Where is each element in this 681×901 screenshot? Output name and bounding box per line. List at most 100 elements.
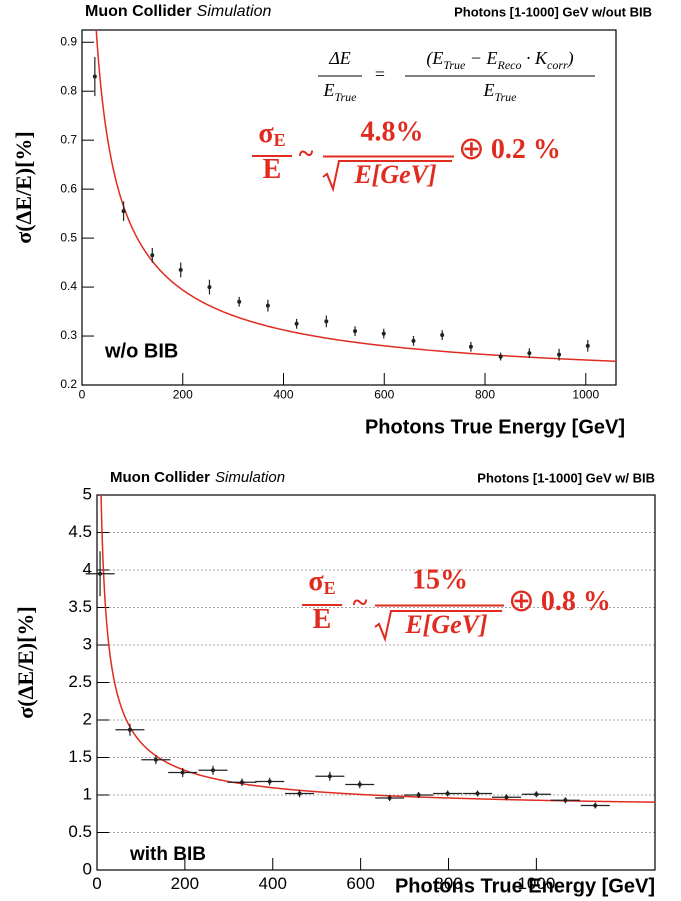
fit-curve (100, 495, 655, 803)
formula-relation: ~ (299, 138, 314, 169)
data-point (585, 343, 590, 348)
experiment: Muon Collider (110, 469, 210, 486)
text-segment: σ (258, 118, 274, 149)
sample-label: Photons [1-1000] GeV w/ BIB (477, 470, 655, 485)
text-segment: E (274, 130, 286, 150)
data-point (498, 354, 503, 359)
y-tick-label: 0.7 (60, 132, 77, 146)
status: Simulation (215, 469, 285, 486)
y-tick-label: 4.5 (68, 522, 92, 541)
formula-stochastic: 15% (412, 564, 468, 595)
x-tick-label: 200 (173, 387, 193, 401)
data-point (557, 352, 562, 357)
status: Simulation (197, 3, 272, 20)
plot-frame (81, 29, 617, 386)
x-tick-label: 600 (346, 874, 374, 893)
text-segment: E (263, 154, 282, 185)
formula-constant-value: 0.2 % (491, 134, 561, 165)
formula-lhs-numerator: σE (308, 566, 335, 598)
y-tick-label: 1 (83, 784, 92, 803)
data-point (207, 285, 212, 290)
x-axis-title: Photons True Energy [GeV] (365, 416, 625, 438)
y-tick-label: 0.5 (68, 822, 92, 841)
data-point (153, 757, 158, 762)
text-segment: − E (465, 48, 497, 68)
header: Muon Collider Simulation (110, 469, 285, 486)
y-tick-label: 0.3 (60, 328, 77, 342)
sqrt-sign (322, 160, 452, 193)
formula-stochastic: 4.8% (361, 116, 424, 147)
header: Muon Collider Simulation (85, 3, 271, 20)
data-point (504, 795, 509, 800)
x-tick-label: 400 (259, 874, 287, 893)
plot-frame (96, 494, 656, 871)
data-point (327, 774, 332, 779)
x-tick-label: 1000 (517, 874, 555, 893)
x-tick-label: 0 (79, 387, 86, 401)
text-segment: True (334, 90, 357, 104)
x-tick-label: 600 (374, 387, 394, 401)
formula-relation: ~ (353, 587, 368, 618)
data-point (324, 319, 329, 324)
annotation: w/o BIB (104, 340, 178, 362)
text-segment: σ (308, 566, 324, 597)
data-point (534, 792, 539, 797)
data-point (563, 798, 568, 803)
y-tick-label: 2 (83, 709, 92, 728)
definition-relation: = (375, 64, 385, 84)
data-point (445, 791, 450, 796)
y-tick-label: 3 (83, 634, 92, 653)
x-tick-label: 400 (273, 387, 293, 401)
data-point (357, 782, 362, 787)
data-point (210, 768, 215, 773)
x-tick-label: 0 (92, 874, 101, 893)
formula-lhs-numerator: σE (258, 118, 285, 150)
data-point (98, 571, 103, 576)
annotation: with BIB (129, 844, 206, 865)
data-point (416, 793, 421, 797)
text-segment: Reco (497, 58, 522, 72)
formula-sqrt-argument: E[GeV] (353, 160, 436, 189)
data-point (237, 299, 242, 304)
text-segment: True (494, 90, 517, 104)
y-tick-label: 5 (83, 484, 92, 503)
y-tick-label: 0.8 (60, 83, 77, 97)
sample-label: Photons [1-1000] GeV w/out BIB (454, 4, 652, 19)
text-segment: E (482, 80, 494, 100)
text-segment: E (313, 604, 332, 635)
data-point (92, 74, 97, 79)
text-segment: True (443, 58, 466, 72)
data-point (180, 770, 185, 775)
data-point (475, 791, 480, 796)
data-point (411, 338, 416, 343)
fit-curve (95, 30, 616, 363)
sqrt-sign (374, 610, 502, 643)
y-tick-label: 3.5 (68, 597, 92, 616)
y-tick-label: 1.5 (68, 747, 92, 766)
x-axis-title: Photons True Energy [GeV] (395, 875, 655, 897)
formula-combine: ⊕ (458, 130, 485, 166)
x-tick-label: 1000 (572, 387, 599, 401)
formula-combine: ⊕ (508, 582, 535, 618)
definition-rhs-denominator: ETrue (482, 80, 517, 104)
y-tick-label: 2.5 (68, 672, 92, 691)
y-tick-label: 0.2 (60, 377, 77, 391)
y-tick-label: 0.6 (60, 181, 77, 195)
data-point (267, 779, 272, 784)
data-point (387, 796, 392, 800)
data-point (178, 267, 183, 272)
text-segment: ) (567, 48, 574, 69)
y-tick-label: 0.5 (60, 230, 77, 244)
formula-constant: ⊕ 0.2 % (458, 130, 561, 166)
data-point (265, 303, 270, 308)
text-segment: E (324, 578, 336, 598)
text-segment: · K (521, 48, 548, 68)
y-tick-label: 0 (83, 859, 92, 878)
y-tick-label: 0.9 (60, 34, 77, 48)
x-tick-label: 200 (171, 874, 199, 893)
text-segment: (E (426, 48, 443, 69)
data-point (381, 331, 386, 336)
definition-lhs-denominator: ETrue (322, 80, 357, 104)
data-point (468, 344, 473, 349)
